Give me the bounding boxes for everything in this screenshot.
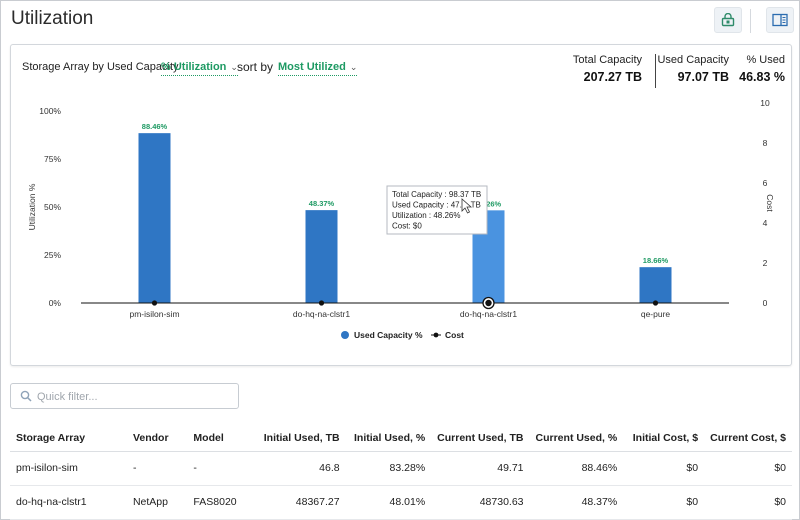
cell-current-used-pct: 48.37%: [529, 485, 624, 520]
cell-storage-array: do-hq-na-clstr1: [10, 485, 127, 520]
cell-current-used-tb: 49.71: [431, 451, 530, 486]
column-header-storage-array[interactable]: Storage Array: [10, 425, 127, 452]
bar-data-label: 48.26%: [476, 199, 502, 208]
column-header-initial-used-tb[interactable]: Initial Used, TB: [253, 425, 346, 452]
pct-used-summary: % Used 46.83 %: [739, 54, 785, 84]
y2-tick-label: 8: [763, 138, 768, 148]
pct-used-label: % Used: [746, 54, 785, 66]
mouse-cursor-icon: [461, 198, 473, 214]
x-tick-label: qe-pure: [641, 309, 671, 319]
used-capacity-label: Used Capacity: [657, 54, 729, 66]
cell-vendor: NetApp: [126, 485, 188, 520]
cell-initial-used-pct: 48.01%: [345, 485, 432, 520]
panel-toggle-button[interactable]: [766, 7, 794, 33]
tooltip-line: Total Capacity : 98.37 TB: [392, 190, 481, 199]
y-tick-label: 50%: [44, 202, 61, 212]
y2-tick-label: 2: [763, 258, 768, 268]
cell-initial-used-pct: 83.28%: [345, 451, 432, 486]
total-capacity-label: Total Capacity: [572, 54, 642, 66]
column-header-current-used-pct[interactable]: Current Used, %: [529, 425, 624, 452]
search-icon: [20, 390, 32, 402]
cell-initial-used-tb: 46.8: [253, 451, 346, 486]
panel-toggle-icon: [772, 13, 788, 27]
total-capacity-summary: Total Capacity 207.27 TB: [573, 54, 642, 84]
cost-point: [151, 300, 158, 306]
x-tick-label: do-hq-na-clstr1: [460, 309, 517, 319]
bar: [138, 133, 171, 303]
bar-data-label: 18.66%: [643, 256, 669, 265]
chevron-down-icon: ⌄: [349, 62, 358, 72]
column-header-initial-cost[interactable]: Initial Cost, $: [623, 425, 705, 452]
column-header-current-used-tb[interactable]: Current Used, TB: [431, 425, 530, 452]
utilization-bar-chart: 0% 25% 50% 75% 100% 0 2 4 6 8 10 Utilization % Cost 8…: [27, 98, 775, 340]
cost-point: [652, 300, 659, 306]
chevron-down-icon: ⌄: [230, 62, 238, 72]
utilization-chart-card: Storage Array by Used Capacity % Utiliza…: [10, 44, 792, 366]
used-capacity-summary: Used Capacity 97.07 TB: [657, 54, 729, 84]
cost-point: [318, 300, 325, 306]
cell-storage-array: pm-isilon-sim: [10, 451, 127, 486]
y-tick-label: 75%: [44, 154, 61, 164]
cell-current-cost: $0: [704, 451, 792, 486]
quick-filter-input[interactable]: [37, 388, 232, 405]
cell-current-used-pct: 88.46%: [529, 451, 624, 486]
metric-dropdown-value: % Utilization: [161, 61, 227, 73]
y-tick-label: 0%: [49, 298, 62, 308]
sort-dropdown[interactable]: Most Utilized ⌄: [278, 61, 358, 76]
cell-initial-cost: $0: [623, 485, 705, 520]
chart-title: Storage Array by Used Capacity: [22, 61, 179, 73]
pct-used-value: 46.83 %: [739, 70, 785, 84]
legend-swatch-used-capacity: [341, 331, 349, 339]
bar: [305, 210, 338, 303]
storage-array-table: Storage Array Vendor Model Initial Used,…: [10, 425, 792, 520]
column-header-model[interactable]: Model: [187, 425, 254, 452]
tooltip-line: Used Capacity : 47.4. TB: [392, 201, 481, 210]
bar: [639, 267, 672, 303]
report-button[interactable]: [714, 7, 742, 33]
y2-tick-label: 4: [763, 218, 768, 228]
legend-label-used-capacity: Used Capacity %: [354, 330, 423, 340]
column-header-vendor[interactable]: Vendor: [126, 425, 188, 452]
bar-data-label: 88.46%: [142, 122, 168, 131]
cost-point: [485, 299, 492, 307]
total-capacity-value: 207.27 TB: [583, 70, 642, 84]
y-tick-label: 100%: [39, 106, 61, 116]
cell-current-used-tb: 48730.63: [431, 485, 530, 520]
y2-tick-label: 6: [763, 178, 768, 188]
y2-tick-label: 0: [763, 298, 768, 308]
used-capacity-value: 97.07 TB: [677, 70, 729, 84]
column-header-initial-used-pct[interactable]: Initial Used, %: [345, 425, 432, 452]
y-tick-label: 25%: [44, 250, 61, 260]
legend-swatch-cost: [433, 332, 439, 338]
table-row[interactable]: pm-isilon-sim - - 46.8 83.28% 49.71 88.4…: [10, 451, 792, 486]
quick-filter[interactable]: [10, 383, 239, 409]
column-header-current-cost[interactable]: Current Cost, $: [704, 425, 792, 452]
tooltip-line: Cost: $0: [392, 222, 422, 231]
metric-dropdown[interactable]: % Utilization ⌄: [161, 61, 238, 76]
x-tick-label: pm-isilon-sim: [129, 309, 179, 319]
cell-initial-used-tb: 48367.27: [253, 485, 346, 520]
page-title: Utilization: [11, 8, 94, 29]
chart-tooltip: [386, 185, 488, 235]
sort-by-label: sort by: [237, 60, 274, 74]
y2-axis-label: Cost: [765, 194, 775, 212]
table-header-row: Storage Array Vendor Model Initial Used,…: [10, 425, 792, 452]
cell-model: -: [187, 451, 254, 486]
cell-vendor: -: [126, 451, 188, 486]
cell-current-cost: $0: [704, 485, 792, 520]
bar-data-label: 48.37%: [309, 199, 335, 208]
sort-dropdown-value: Most Utilized: [278, 61, 346, 73]
header-divider: [750, 9, 751, 33]
lock-report-icon: [721, 13, 735, 27]
cell-initial-cost: $0: [623, 451, 705, 486]
y-axis-label: Utilization %: [27, 183, 37, 230]
table-row[interactable]: do-hq-na-clstr1 NetApp FAS8020 48367.27 …: [10, 485, 792, 520]
summary-divider: [655, 54, 656, 88]
y2-tick-label: 10: [760, 98, 770, 108]
tooltip-line: Utilization : 48.26%: [392, 211, 460, 220]
legend-label-cost: Cost: [445, 330, 464, 340]
x-tick-label: do-hq-na-clstr1: [293, 309, 350, 319]
cell-model: FAS8020: [187, 485, 254, 520]
